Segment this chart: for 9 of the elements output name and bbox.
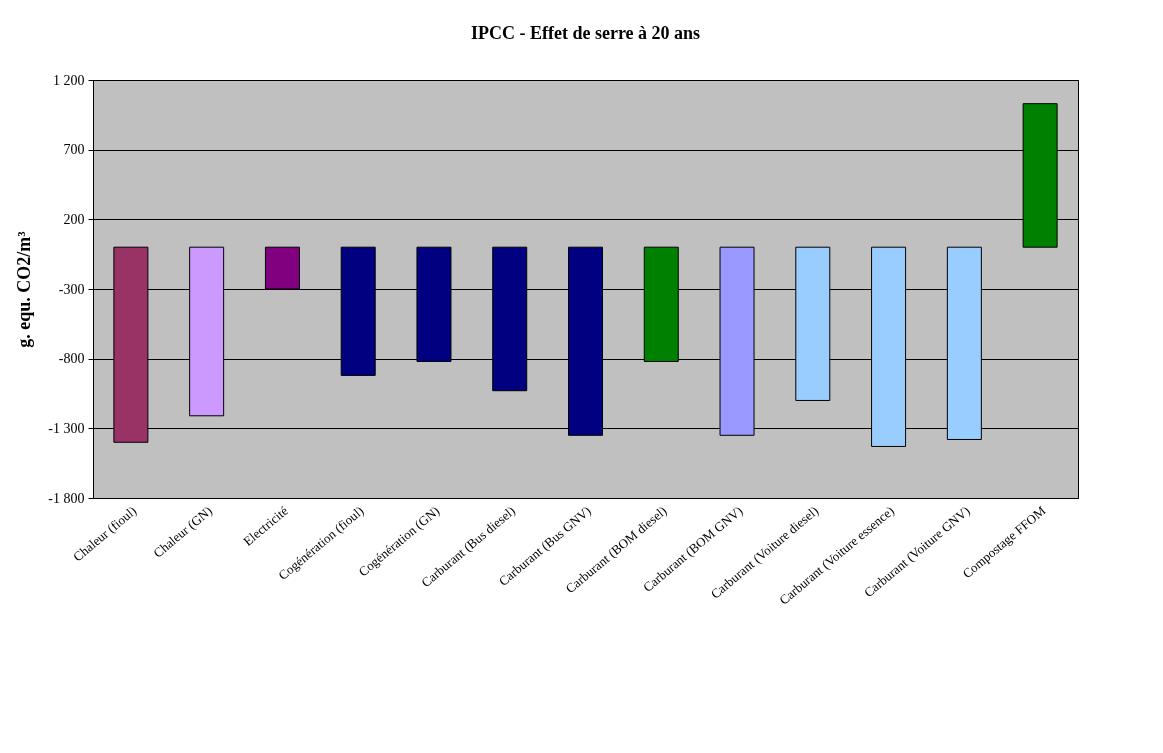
- y-tick-label: -300: [58, 281, 85, 297]
- y-tick-label: 200: [63, 211, 85, 227]
- y-tick-label: 1 200: [53, 72, 85, 88]
- y-tick-label: -800: [58, 351, 85, 367]
- chart-title: IPCC - Effet de serre à 20 ans: [470, 23, 701, 43]
- y-tick-label: -1 800: [48, 490, 85, 506]
- y-axis-title: g. equ. CO2/m³: [14, 230, 35, 348]
- y-tick-label: -1 300: [48, 420, 85, 436]
- y-tick-label: 700: [63, 142, 85, 158]
